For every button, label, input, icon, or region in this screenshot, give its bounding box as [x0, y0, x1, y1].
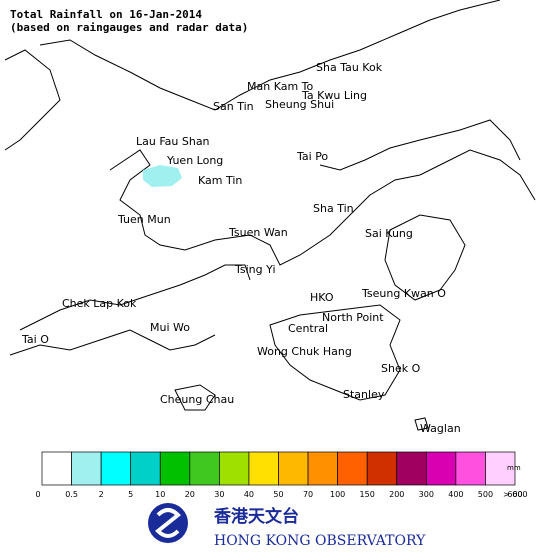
legend-label: 200	[389, 490, 404, 499]
legend-label: 150	[360, 490, 375, 499]
legend-label: 20	[185, 490, 195, 499]
place-label: Yuen Long	[166, 154, 223, 167]
legend-label: 0.5	[65, 490, 78, 499]
legend-swatch	[366, 451, 398, 486]
place-label: North Point	[322, 311, 384, 324]
legend-label: 30	[214, 490, 224, 499]
legend-label: 600	[507, 490, 522, 499]
logo-chinese: 香港天文台	[214, 506, 299, 527]
place-label: Central	[288, 322, 328, 335]
rainfall-area	[143, 165, 182, 187]
place-label: Waglan	[420, 422, 461, 435]
legend-swatch	[71, 451, 102, 486]
legend-swatch	[189, 451, 220, 486]
legend-label: 10	[155, 490, 165, 499]
place-label: Tai O	[21, 333, 49, 346]
place-label: Stanley	[343, 388, 385, 401]
logo-english: HONG KONG OBSERVATORY	[214, 533, 426, 549]
legend-label: 300	[419, 490, 434, 499]
place-label: Cheung Chau	[160, 393, 234, 406]
place-label: Sheung Shui	[265, 98, 334, 111]
place-label: Ta Kwu Ling	[301, 89, 367, 102]
legend-label: 500	[478, 490, 493, 499]
legend-swatch	[41, 451, 72, 486]
place-label: Tai Po	[296, 150, 328, 163]
legend-unit: mm	[507, 464, 521, 472]
place-label: Wong Chuk Hang	[257, 345, 352, 358]
place-label: Sha Tau Kok	[316, 61, 383, 74]
place-label: Lau Fau Shan	[136, 135, 210, 148]
legend: 0 0.5 2 5 10 20 30 40 50 70 100 150 200 300 400 500 600>…	[35, 451, 528, 499]
legend-swatch	[485, 451, 516, 486]
place-label: Chek Lap Kok	[62, 297, 137, 310]
place-label: Tsing Yi	[234, 263, 276, 276]
legend-swatch	[100, 451, 132, 486]
place-label: San Tin	[213, 100, 254, 113]
place-label: Tuen Mun	[117, 213, 171, 226]
place-label: Sha Tin	[313, 202, 354, 215]
place-label: Man Kam To	[247, 80, 314, 93]
legend-label: 400	[448, 490, 463, 499]
legend-swatch	[307, 451, 338, 486]
subtitle: (based on raingauges and radar data)	[10, 21, 248, 34]
place-label: Shek O	[381, 362, 421, 375]
legend-swatch	[219, 451, 250, 486]
legend-swatch	[455, 451, 486, 486]
legend-label: 5	[128, 490, 133, 499]
legend-label: 70	[303, 490, 313, 499]
title: Total Rainfall on 16-Jan-2014	[10, 8, 202, 21]
legend-swatch	[130, 451, 161, 486]
legend-swatch	[337, 451, 368, 486]
logo: 香港天文台 HONG KONG OBSERVATORY	[148, 503, 426, 549]
coastline	[4, 0, 536, 431]
logo-swirl	[155, 508, 181, 538]
legend-label: 0	[35, 490, 40, 499]
place-label: Tseung Kwan O	[361, 287, 446, 300]
legend-swatch	[425, 451, 457, 486]
place-label: Mui Wo	[150, 321, 190, 334]
legend-label: > 600	[503, 490, 528, 499]
legend-label: 100	[330, 490, 345, 499]
legend-swatch	[248, 451, 279, 486]
legend-swatch	[159, 451, 191, 486]
place-label: Tsuen Wan	[228, 226, 288, 239]
place-label: HKO	[310, 291, 334, 304]
place-label: Sai Kung	[365, 227, 413, 240]
legend-label: 40	[244, 490, 254, 499]
legend-label: 2	[99, 490, 104, 499]
legend-swatch	[396, 451, 427, 486]
legend-swatch	[278, 451, 309, 486]
place-label: Kam Tin	[198, 174, 242, 187]
legend-label: 50	[273, 490, 283, 499]
